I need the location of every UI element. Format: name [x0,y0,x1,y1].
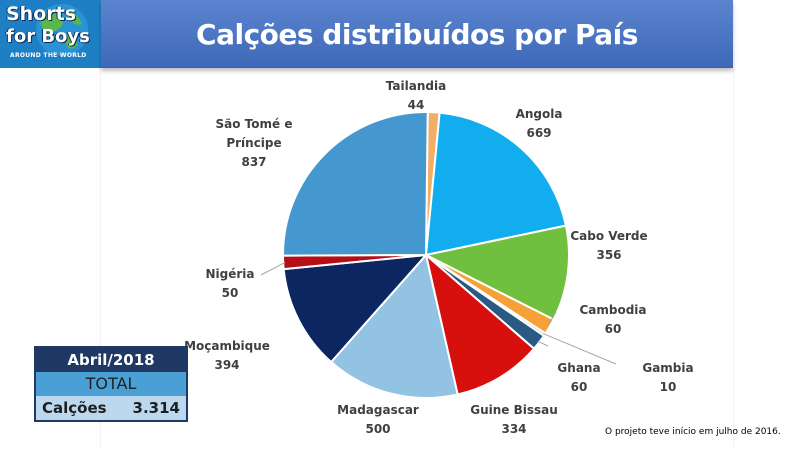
logo-line-3: AROUND THE WORLD [10,52,87,59]
globe-icon [36,4,88,56]
summary-box: Abril/2018 TOTAL Calções 3.314 [34,346,188,422]
summary-total-label: TOTAL [36,372,186,396]
pie-slice-7 [424,252,536,396]
leader-line-6 [537,340,549,347]
pie-slice-2 [424,111,568,257]
summary-row: Calções 3.314 [36,396,186,420]
leader-line-10 [260,261,286,276]
slice-label-3: Cabo Verde 356 [570,229,647,262]
pie-slice-11 [282,111,429,257]
summary-row-label: Calções [42,399,107,417]
slice-label-8: Madagascar 500 [337,403,419,436]
slice-label-9: Moçambique 394 [184,339,270,372]
leader-line-4 [547,311,557,326]
pie-chart: Tailandia 44 Angola 669 Cabo Verde 356 Cambodi… [184,79,694,436]
logo-line-2: for Boys [6,26,90,47]
pie-slice-3 [423,224,570,321]
summary-month: Abril/2018 [36,348,186,372]
slice-label-2: Angola 669 [516,107,563,140]
leader-line-5 [542,333,617,365]
slice-label-1: Tailandia 44 [386,79,446,112]
slice-label-7: Guine Bissau 334 [470,403,558,436]
logo-line-1: Shorts [6,3,77,25]
footnote: O projeto teve início em julho de 2016. [605,427,781,437]
slice-label-5: Gambia 10 [642,361,693,394]
summary-row-value: 3.314 [132,399,180,417]
pie-slice-8 [329,252,459,399]
page-title: Calções distribuídos por País [196,17,638,51]
logo: Shorts for Boys AROUND THE WORLD [0,0,101,68]
chart-area: Tailandia 44 Angola 669 Cabo Verde 356 Cambodi… [101,68,733,450]
slice-label-11: São Tomé e Príncipe 837 [216,117,293,169]
pie-slice-9 [282,253,429,364]
slice-label-4: Cambodia 60 [579,303,646,336]
slice-label-6: Ghana 60 [557,361,600,394]
title-bar: Calções distribuídos por País [101,0,733,68]
slice-label-10: Nigéria 50 [205,267,254,300]
